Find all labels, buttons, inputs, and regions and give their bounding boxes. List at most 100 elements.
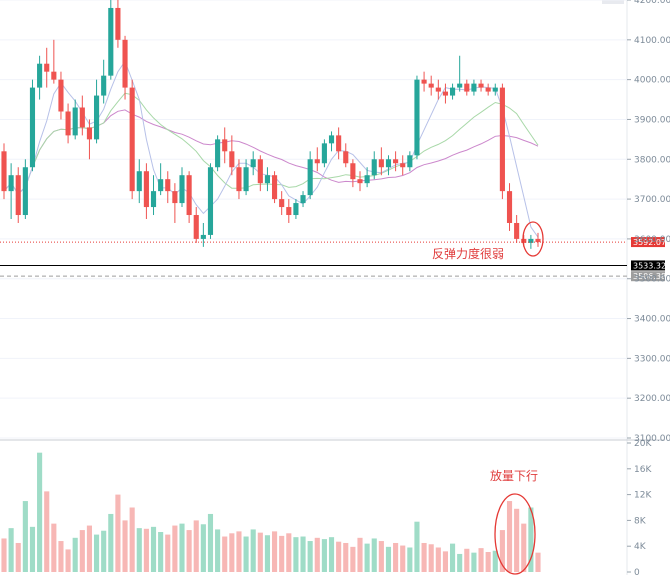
volume-bar	[158, 532, 164, 572]
volume-bar	[179, 523, 185, 572]
volume-bar	[236, 531, 242, 572]
top-right-corner-box	[602, 0, 624, 4]
candle-body	[93, 95, 100, 140]
candle-body	[293, 203, 299, 216]
volume-tick-label: 16K	[634, 465, 652, 475]
volume-axis-ticks: 20K 16K 12K 8K 4K 0	[627, 439, 652, 575]
price-candles	[1, 0, 541, 249]
volume-bar	[172, 525, 178, 572]
rebound-circle	[522, 221, 544, 257]
volume-bar	[115, 494, 121, 572]
candle-body	[364, 175, 370, 184]
candle-body	[535, 238, 541, 243]
candle-body	[393, 159, 399, 164]
volume-bar	[471, 552, 477, 572]
volume-bar	[407, 547, 413, 572]
candle-body	[15, 175, 21, 216]
candle-body	[521, 238, 527, 243]
candle-body	[350, 163, 356, 180]
volume-tick-label: 20K	[634, 439, 652, 449]
candle-body	[250, 159, 256, 168]
volume-bar	[371, 538, 377, 572]
price-tick-label: 3800.00	[634, 155, 670, 165]
volume-bar	[229, 533, 235, 572]
candle-body	[257, 159, 263, 184]
price-tick-label: 3700.00	[634, 195, 670, 205]
candle-body	[457, 83, 463, 88]
candle-body	[72, 107, 78, 136]
candle-body	[143, 171, 149, 208]
volume-bar	[485, 552, 491, 572]
ma-mid-line	[3, 92, 539, 195]
candle-body	[336, 135, 342, 152]
volume-bar	[457, 553, 463, 572]
price-tick-label: 4100.00	[634, 36, 670, 46]
price-tick-label: 3100.00	[634, 434, 670, 444]
candle-body	[321, 143, 327, 164]
volume-bar	[307, 541, 313, 572]
candle-body	[528, 238, 534, 243]
volume-bar	[250, 529, 256, 572]
volume-bar	[535, 552, 541, 572]
volume-bar	[93, 534, 100, 572]
price-tick-label: 3600.00	[634, 235, 670, 245]
candle-body	[236, 167, 242, 192]
volume-bar	[200, 524, 206, 572]
volume-bar	[129, 507, 135, 572]
candle-body	[65, 111, 71, 136]
volume-bar	[222, 536, 228, 572]
volume-bar	[193, 520, 199, 572]
volume-bar	[464, 548, 470, 572]
candle-body	[222, 139, 228, 152]
volume-bar	[499, 530, 505, 572]
candle-body	[506, 191, 513, 223]
price-axis-ticks: 4200.00 4100.00 4000.00 3900.00 3800.00 3700.…	[627, 0, 670, 444]
price-level-label: 3592.07	[633, 238, 666, 247]
volume-bar	[165, 534, 171, 572]
volume-bar	[435, 547, 441, 572]
volume-bar	[207, 513, 214, 572]
price-tick-label: 4000.00	[634, 76, 670, 86]
candle-body	[414, 79, 420, 156]
volume-bar	[428, 544, 434, 572]
volume-bar	[442, 551, 449, 572]
volume-bar	[279, 535, 285, 572]
volume-bar	[51, 523, 57, 572]
price-tick-label: 4200.00	[634, 0, 670, 6]
volume-bar	[492, 550, 498, 572]
candle-body	[186, 175, 192, 216]
candle-body	[200, 234, 206, 239]
candle-body	[1, 151, 7, 192]
candle-body	[343, 151, 349, 164]
volume-bar	[343, 542, 349, 572]
price-tick-label: 3900.00	[634, 115, 670, 125]
candle-body	[371, 159, 377, 176]
price-tick-label: 3300.00	[634, 354, 670, 364]
candle-body	[435, 87, 441, 92]
volume-tick-label: 12K	[634, 491, 652, 501]
price-level-label: 3506.38	[633, 272, 666, 281]
volume-bar	[414, 521, 420, 572]
candle-body	[264, 175, 271, 184]
volume-circle	[494, 493, 536, 575]
volume-bar	[243, 536, 249, 572]
volume-bar	[393, 542, 399, 572]
price-tick-label: 3400.00	[634, 315, 670, 325]
candle-body	[150, 191, 157, 208]
volume-bar	[300, 536, 306, 572]
volume-bar	[150, 526, 157, 572]
candle-body	[449, 87, 456, 96]
volume-bar	[400, 545, 406, 572]
candle-body	[229, 151, 235, 168]
volume-bar	[215, 529, 221, 572]
volume-bar	[257, 532, 263, 572]
volume-bar	[293, 537, 299, 572]
candle-body	[158, 179, 164, 192]
volume-bar	[8, 528, 14, 572]
candle-body	[442, 91, 449, 96]
candle-body	[22, 167, 28, 216]
volume-bar	[79, 530, 85, 572]
volume-bar	[29, 526, 36, 572]
candle-body	[485, 87, 491, 92]
